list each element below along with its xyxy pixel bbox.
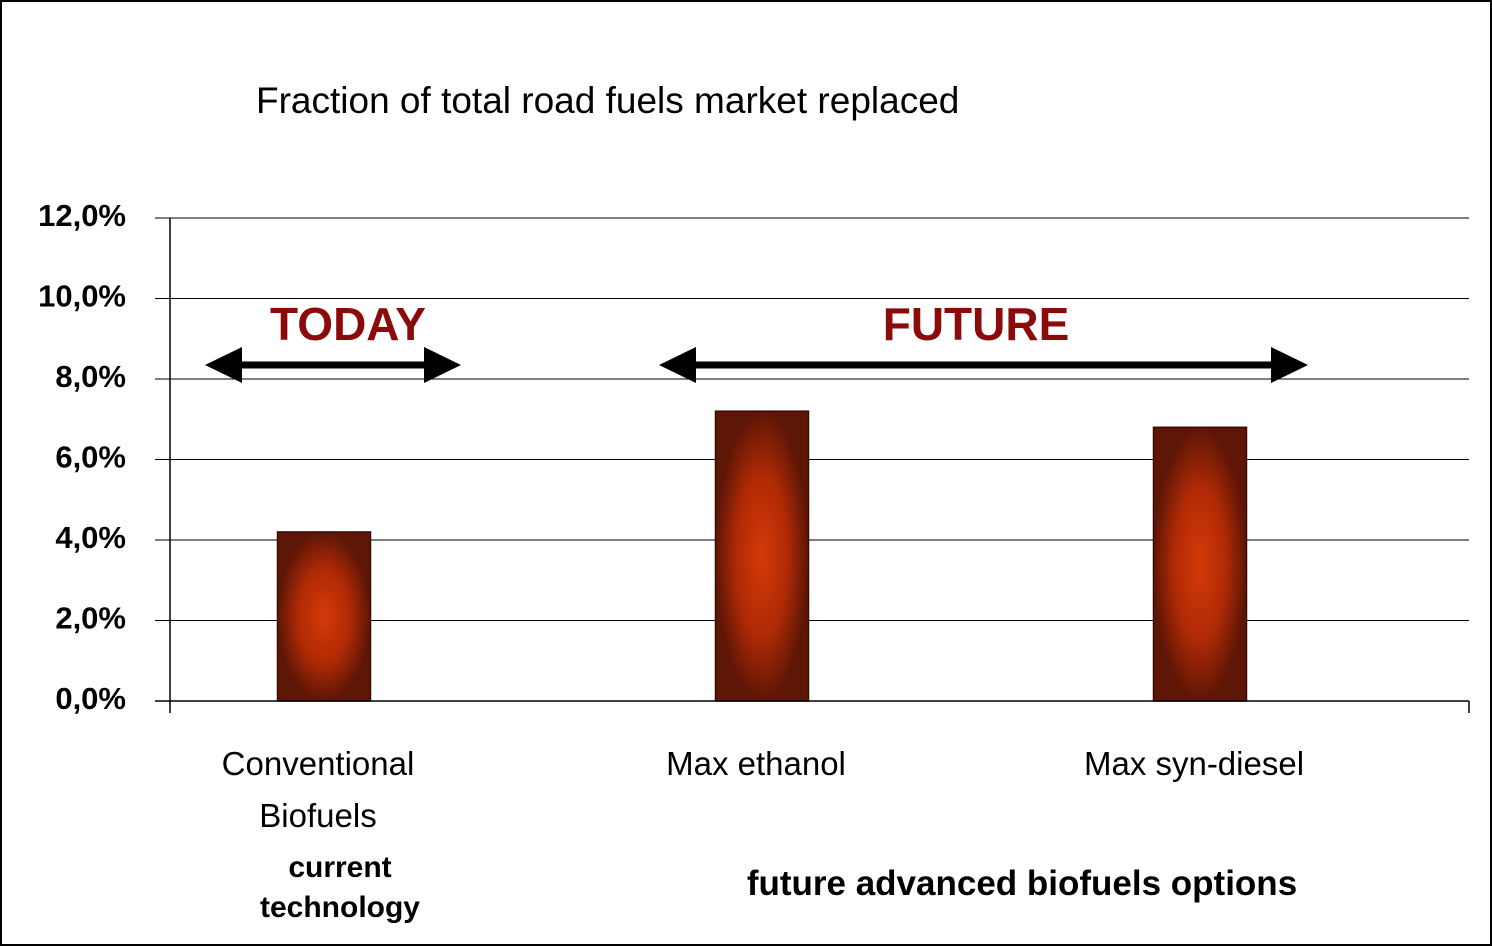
x-tick-label: Max ethanol <box>666 745 846 782</box>
y-tick-label: 4,0% <box>55 520 126 555</box>
y-tick-label: 6,0% <box>55 440 126 475</box>
arrow <box>205 347 461 383</box>
bar <box>714 410 810 702</box>
x-tick-label: Conventional Biofuels <box>221 745 415 834</box>
annotation: current technology <box>259 851 420 924</box>
bars <box>276 410 1248 702</box>
annotation: FUTURE <box>883 298 1070 350</box>
arrow <box>659 347 1308 383</box>
chart-title: Fraction of total road fuels market repl… <box>256 80 959 121</box>
annotation: TODAY <box>270 298 426 350</box>
y-tick-label: 10,0% <box>38 279 126 314</box>
y-tick-label: 12,0% <box>38 198 126 233</box>
x-tick-label: Max syn-diesel <box>1083 745 1305 782</box>
y-tick-label: 8,0% <box>55 359 126 394</box>
y-tick-label: 0,0% <box>55 681 126 716</box>
annotation: future advanced biofuels options <box>746 864 1298 903</box>
bar <box>276 531 372 702</box>
bar <box>1152 426 1248 702</box>
y-tick-label: 2,0% <box>55 601 126 636</box>
